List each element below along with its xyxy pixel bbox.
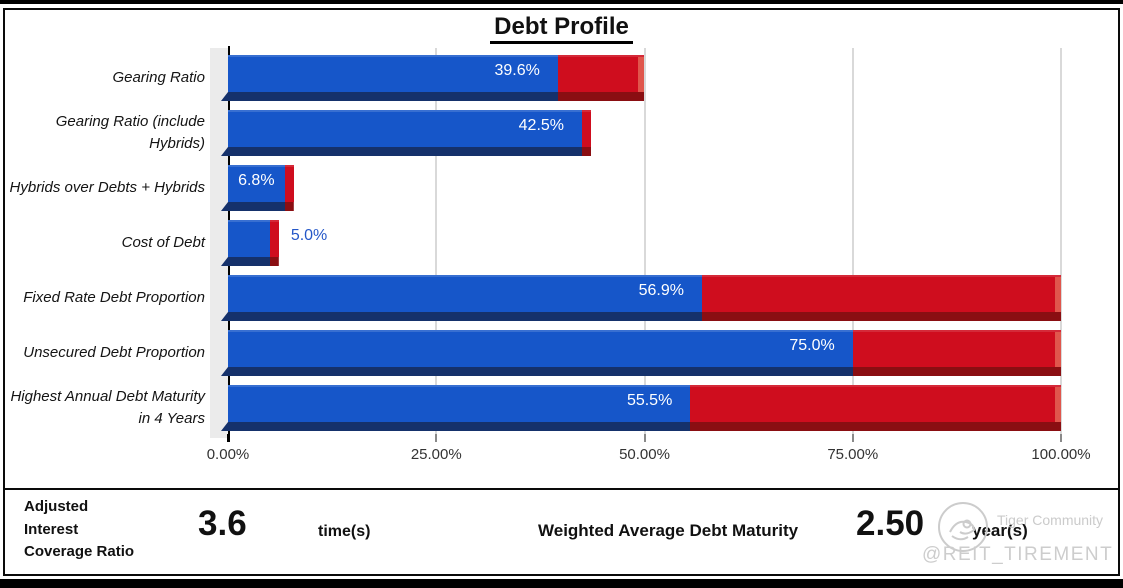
category-label: Highest Annual Debt Maturity in 4 Years (10, 388, 205, 427)
debt-maturity-value: 2.50 (856, 504, 925, 543)
bottom-border-strip (0, 579, 1123, 588)
bar-row: Unsecured Debt Proportion 75.0% (0, 330, 1100, 376)
bar-3d-underside (221, 367, 1061, 376)
bar-row: Gearing Ratio (include Hybrids) 42.5% (0, 110, 1100, 156)
gridline (435, 48, 438, 436)
x-axis-tick-label: 100.00% (1031, 446, 1091, 463)
top-border-strip (0, 0, 1123, 4)
bar-value-label: 55.5% (626, 392, 673, 409)
chart-title-wrap: Debt Profile (0, 13, 1123, 44)
bar-segment-remainder (284, 165, 294, 202)
bar: 6.8% (221, 165, 1061, 211)
x-axis-tick-label: 0.00% (206, 446, 250, 463)
x-axis-tick (435, 434, 438, 442)
bar-segment-value (228, 385, 691, 422)
bar-segment-value (228, 275, 702, 312)
watermark-handle: @REIT_TIREMENT (922, 544, 1114, 565)
bar-segment-remainder (852, 330, 1062, 367)
bar-value-label: 5.0% (290, 227, 328, 244)
bar-row: Fixed Rate Debt Proportion 56.9% (0, 275, 1100, 321)
x-axis-tick (643, 434, 646, 442)
bar-segment-value (228, 165, 285, 202)
bar-3d-underside (221, 147, 592, 156)
category-label: Cost of Debt (121, 234, 205, 252)
interest-coverage-value: 3.6 (198, 504, 247, 543)
bar-segment-remainder (582, 110, 592, 147)
x-axis-tick-label: 25.00% (410, 446, 462, 463)
bar: 75.0% (221, 330, 1062, 376)
bar-segment-remainder (690, 385, 1061, 422)
x-axis-tick (1060, 434, 1062, 442)
bar-segment-value (228, 55, 558, 92)
bar-segment-remainder (269, 220, 279, 257)
watermark-brand: Tiger Community (997, 512, 1104, 528)
category-label: Unsecured Debt Proportion (23, 344, 205, 362)
bar-segment-remainder (701, 275, 1062, 312)
category-label: Hybrids over Debts + Hybrids (9, 179, 205, 197)
bar-3d-underside (221, 422, 1061, 431)
plot-rows: Gearing Ratio 39.6% Gearing Ratio (include… (0, 55, 1100, 431)
bar-value-label: 39.6% (494, 62, 540, 79)
category-label: Fixed Rate Debt Proportion (23, 289, 205, 307)
interest-coverage-label: Adjusted Interest Coverage Ratio (24, 498, 135, 560)
category-label: Gearing Ratio (include Hybrids) (55, 113, 205, 152)
bar-3d-underside (221, 312, 1061, 321)
bar: 5.0% (221, 220, 1061, 266)
bar-value-label: 56.9% (638, 282, 684, 299)
tiger-community-logo-icon (936, 500, 990, 559)
bar-value-label: 42.5% (518, 117, 565, 134)
bar-value-label: 75.0% (789, 337, 835, 354)
debt-maturity-label: Weighted Average Debt Maturity (538, 521, 799, 540)
interest-coverage-unit: time(s) (318, 523, 371, 540)
bar: 42.5% (221, 110, 1061, 156)
gridline (1060, 48, 1062, 436)
bar-row: Hybrids over Debts + Hybrids 6.8% (0, 165, 1100, 211)
chart-title: Debt Profile (490, 13, 633, 44)
bar-segment-remainder (557, 55, 645, 92)
bar-row: Gearing Ratio 39.6% (0, 55, 1100, 101)
bar: 39.6% (221, 55, 1061, 101)
footer-divider-line (3, 488, 1120, 490)
bar: 55.5% (221, 385, 1061, 431)
bar-3d-underside (221, 257, 279, 266)
bar-3d-underside (221, 202, 294, 211)
bar-row: Cost of Debt 5.0% (0, 220, 1100, 266)
chart-outer-frame (3, 8, 1120, 576)
x-axis-tick (851, 434, 854, 442)
x-axis-tick-label: 75.00% (827, 446, 879, 463)
bar-segment-value (228, 330, 853, 367)
axis-3d-wall (210, 48, 228, 438)
x-axis-tick-label: 50.00% (619, 446, 670, 463)
category-label: Gearing Ratio (112, 69, 205, 87)
bar-3d-underside (221, 92, 645, 101)
bar-segment-value (228, 110, 583, 147)
bar-value-label: 6.8% (238, 172, 275, 189)
gridline (643, 48, 646, 436)
bar-row: Highest Annual Debt Maturity in 4 Years 5… (0, 385, 1100, 431)
bar-segment-value (228, 220, 270, 257)
bar: 56.9% (221, 275, 1062, 321)
gridline (851, 48, 854, 436)
